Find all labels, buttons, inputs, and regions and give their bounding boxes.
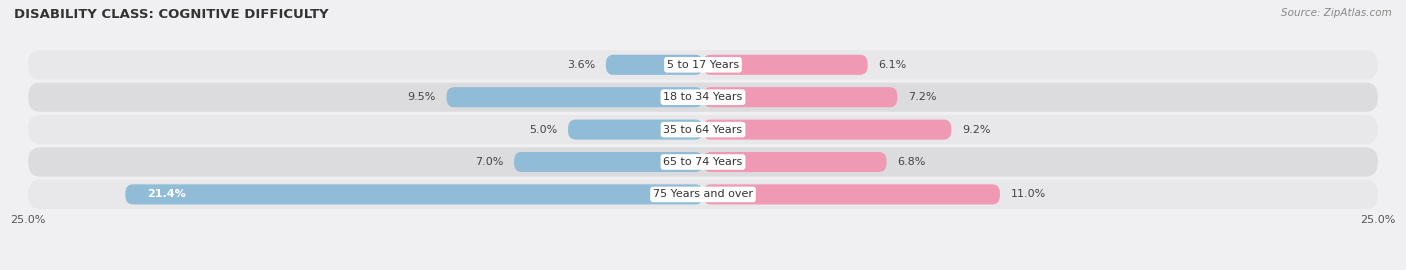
FancyBboxPatch shape <box>703 55 868 75</box>
FancyBboxPatch shape <box>606 55 703 75</box>
Text: 75 Years and over: 75 Years and over <box>652 189 754 200</box>
Text: 5.0%: 5.0% <box>529 124 557 135</box>
FancyBboxPatch shape <box>703 184 1000 204</box>
FancyBboxPatch shape <box>28 115 1378 144</box>
Text: 7.2%: 7.2% <box>908 92 936 102</box>
Text: Source: ZipAtlas.com: Source: ZipAtlas.com <box>1281 8 1392 18</box>
Text: DISABILITY CLASS: COGNITIVE DIFFICULTY: DISABILITY CLASS: COGNITIVE DIFFICULTY <box>14 8 329 21</box>
Text: 21.4%: 21.4% <box>146 189 186 200</box>
FancyBboxPatch shape <box>703 120 952 140</box>
Text: 9.5%: 9.5% <box>408 92 436 102</box>
Text: 65 to 74 Years: 65 to 74 Years <box>664 157 742 167</box>
FancyBboxPatch shape <box>28 83 1378 112</box>
FancyBboxPatch shape <box>703 152 887 172</box>
FancyBboxPatch shape <box>703 87 897 107</box>
Text: 6.8%: 6.8% <box>897 157 925 167</box>
Text: 6.1%: 6.1% <box>879 60 907 70</box>
Text: 18 to 34 Years: 18 to 34 Years <box>664 92 742 102</box>
Text: 7.0%: 7.0% <box>475 157 503 167</box>
FancyBboxPatch shape <box>28 50 1378 79</box>
Text: 11.0%: 11.0% <box>1011 189 1046 200</box>
FancyBboxPatch shape <box>515 152 703 172</box>
Text: 3.6%: 3.6% <box>567 60 595 70</box>
Text: 5 to 17 Years: 5 to 17 Years <box>666 60 740 70</box>
Text: 35 to 64 Years: 35 to 64 Years <box>664 124 742 135</box>
FancyBboxPatch shape <box>28 180 1378 209</box>
FancyBboxPatch shape <box>568 120 703 140</box>
FancyBboxPatch shape <box>447 87 703 107</box>
FancyBboxPatch shape <box>125 184 703 204</box>
Text: 9.2%: 9.2% <box>962 124 991 135</box>
FancyBboxPatch shape <box>28 147 1378 177</box>
